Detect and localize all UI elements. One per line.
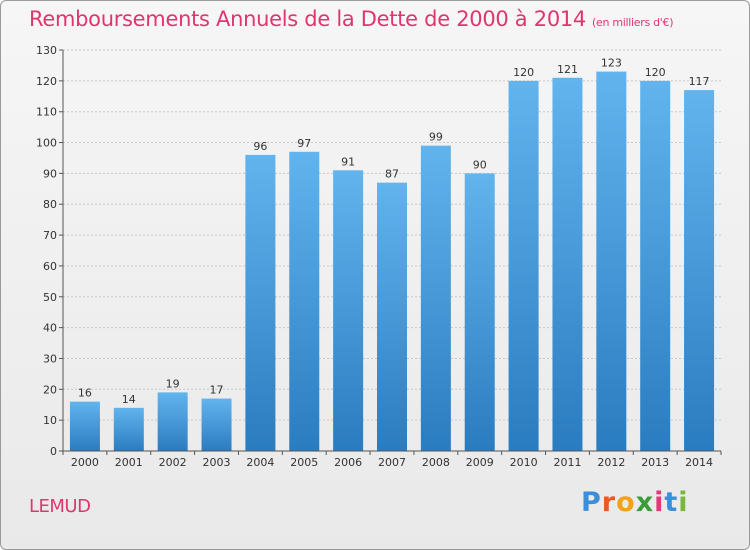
bar-2012 (596, 71, 627, 451)
x-tick-label: 2007 (378, 456, 406, 469)
y-tick-label: 120 (36, 75, 57, 88)
y-tick-label: 40 (43, 322, 57, 335)
data-label-2009: 90 (473, 158, 487, 171)
y-tick-label: 110 (36, 106, 57, 119)
bar-2002 (157, 392, 188, 451)
logo-letter: P (581, 487, 602, 518)
x-tick-label: 2000 (71, 456, 99, 469)
logo-letter: i (678, 487, 689, 518)
chart-title-text: Remboursements Annuels de la Dette de 20… (29, 7, 586, 31)
y-tick-label: 100 (36, 137, 57, 150)
chart-unit-label: (en milliers d'€) (592, 16, 674, 29)
data-label-2011: 121 (557, 63, 578, 76)
x-tick-label: 2004 (246, 456, 274, 469)
x-tick-label: 2012 (597, 456, 625, 469)
bar-2007 (377, 182, 407, 451)
y-tick-label: 80 (43, 198, 57, 211)
logo-letter: i (654, 487, 665, 518)
bar-2009 (464, 173, 495, 451)
logo-letter: x (635, 487, 655, 518)
x-tick-label: 2013 (641, 456, 669, 469)
data-label-2003: 17 (210, 384, 224, 397)
bar-2010 (508, 80, 539, 451)
x-tick-label: 2014 (685, 456, 713, 469)
y-tick-label: 10 (43, 414, 57, 427)
data-labels: 16 14 19 17 96 97 91 87 99 90 120 121 123 120 117 (78, 57, 710, 406)
bar-2014 (684, 90, 715, 451)
bars (69, 71, 715, 452)
data-label-2012: 123 (601, 57, 622, 70)
x-tick-label: 2006 (334, 456, 362, 469)
x-tick-label: 2011 (553, 456, 581, 469)
bar-2006 (333, 170, 364, 452)
x-tick-label: 2001 (115, 456, 143, 469)
x-tick-label: 2009 (466, 456, 494, 469)
bar-2013 (640, 80, 671, 451)
bar-2011 (552, 77, 583, 451)
x-tick-label: 2003 (203, 456, 231, 469)
x-tick-label: 2002 (159, 456, 187, 469)
y-tick-label: 0 (50, 445, 57, 458)
logo-letter: o (616, 487, 636, 518)
data-label-2013: 120 (645, 66, 666, 79)
y-tick-label: 50 (43, 291, 57, 304)
data-label-2008: 99 (429, 131, 443, 144)
x-tick-label: 2005 (290, 456, 318, 469)
y-tick-label: 30 (43, 352, 57, 365)
y-tick-label: 130 (36, 44, 57, 57)
x-tick-label: 2010 (510, 456, 538, 469)
y-tick-label: 90 (43, 167, 57, 180)
data-label-2007: 87 (385, 168, 399, 181)
data-label-2010: 120 (513, 66, 534, 79)
logo-letter: t (664, 487, 679, 518)
data-label-2005: 97 (297, 137, 311, 150)
chart-title: Remboursements Annuels de la Dette de 20… (29, 7, 673, 31)
bar-2004 (245, 154, 276, 451)
logo-letter: r (601, 487, 617, 518)
data-label-2014: 117 (689, 75, 710, 88)
data-label-2000: 16 (78, 387, 92, 400)
y-tick-label: 20 (43, 383, 57, 396)
axes: 0 10 20 30 40 50 60 70 80 90 100 110 120 130 2000 2001 2… (36, 44, 722, 469)
data-label-2001: 14 (122, 393, 136, 406)
town-name: LEMUD (29, 496, 91, 517)
data-label-2002: 19 (166, 377, 180, 390)
bar-2005 (289, 151, 320, 452)
x-tick-label: 2008 (422, 456, 450, 469)
y-tick-label: 70 (43, 229, 57, 242)
proxiti-logo: Proxiti (581, 487, 689, 518)
data-label-2006: 91 (341, 155, 355, 168)
data-label-2004: 96 (253, 140, 267, 153)
y-tick-label: 60 (43, 260, 57, 273)
bar-2001 (113, 407, 144, 451)
bar-2000 (69, 401, 100, 451)
bar-2003 (201, 398, 232, 451)
bar-2008 (420, 145, 451, 451)
